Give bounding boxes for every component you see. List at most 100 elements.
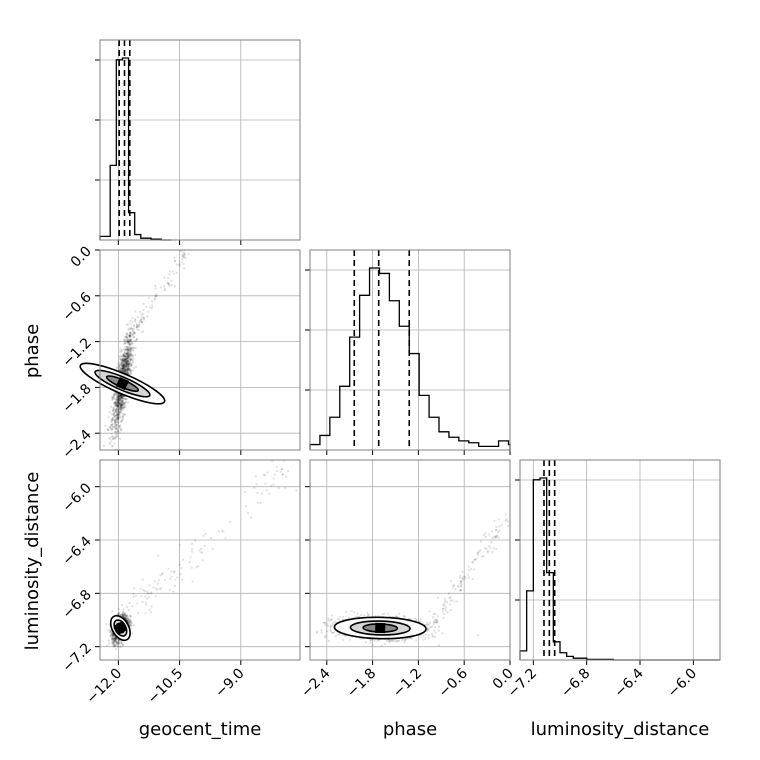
scatter-point [380,644,383,648]
scatter-point [121,415,124,418]
scatter-point [137,329,141,332]
scatter-point [124,358,127,361]
scatter-point [120,402,123,405]
scatter-point [134,319,137,322]
scatter-point [109,634,112,637]
scatter-point [130,347,133,351]
scatter-point [444,609,447,612]
scatter-point [118,394,121,397]
scatter-point [115,642,118,646]
scatter-point [127,618,130,621]
scatter-point [124,405,127,409]
scatter-point [176,576,179,579]
scatter-point [244,491,247,494]
scatter-point [123,359,126,362]
scatter-point [123,367,126,370]
scatter-point [118,368,121,372]
scatter-point [383,642,386,645]
scatter-point [217,530,221,533]
scatter-point [117,414,120,417]
scatter-point [112,640,115,644]
scatter-point [126,367,130,370]
scatter-point [117,397,120,400]
scatter-point [136,316,139,319]
scatter-point [125,369,128,372]
scatter-point [113,426,116,429]
scatter-point [130,632,134,635]
scatter-point [120,395,123,398]
scatter-point [122,608,125,611]
scatter-point [173,260,176,263]
scatter-point [117,414,120,417]
scatter-point [111,641,114,644]
scatter-point [116,416,119,419]
scatter-point [130,624,133,627]
scatter-point [124,365,127,368]
panel-frame [309,249,511,451]
scatter-point [157,554,160,557]
scatter-point [124,363,127,366]
scatter-point [122,366,125,370]
scatter-point [329,624,332,627]
scatter-point [180,250,184,253]
scatter-point [434,618,437,622]
scatter-point [125,362,128,365]
scatter-point [125,362,129,365]
scatter-point [117,397,120,400]
scatter-point [123,352,126,355]
scatter-point [123,352,126,355]
scatter-point [120,399,123,402]
scatter-point [126,355,129,358]
scatter-point [490,541,493,544]
scatter-point [180,260,183,263]
x-tick-label: −6.8 [558,666,593,701]
scatter-point [386,612,389,615]
y-axis-label-phase: phase [22,324,43,378]
scatter-point [128,601,131,605]
scatter-point [130,334,133,337]
scatter-point [118,425,121,428]
scatter-point [430,632,433,635]
scatter-point [134,353,137,357]
scatter-point [124,361,128,364]
scatter-phase-vs-geocent-time: −2.4−1.8−1.2−0.60.0 [59,244,301,462]
scatter-point [121,362,124,365]
scatter-point [124,359,127,362]
scatter-point [114,640,117,643]
scatter-point [420,636,423,639]
scatter-point [128,337,131,340]
scatter-point [127,366,130,369]
scatter-point [146,315,149,318]
scatter-point [120,358,123,361]
scatter-point [133,332,136,335]
scatter-point [124,354,127,357]
scatter-point [126,359,129,362]
scatter-point [123,405,126,408]
scatter-point [126,349,129,352]
scatter-point [132,347,135,350]
scatter-point [152,586,155,589]
scatter-point [112,414,116,417]
scatter-point [119,358,122,361]
scatter-point [121,418,124,421]
scatter-point [279,470,282,473]
scatter-point [105,644,108,648]
scatter-point [127,366,130,369]
scatter-point [178,544,181,547]
scatter-point [147,595,150,599]
scatter-point [198,549,201,552]
scatter-point [133,318,137,321]
scatter-point [118,408,121,411]
scatter-point [145,590,148,593]
scatter-point [363,614,366,617]
scatter-point [113,411,116,414]
scatter-point [121,367,124,370]
scatter-point [115,434,119,437]
scatter-point [129,348,132,351]
scatter-point [113,418,116,422]
scatter-point [156,588,159,591]
scatter-point [107,629,110,632]
scatter-point [116,413,119,416]
scatter-point [504,513,508,516]
scatter-point [126,369,129,372]
